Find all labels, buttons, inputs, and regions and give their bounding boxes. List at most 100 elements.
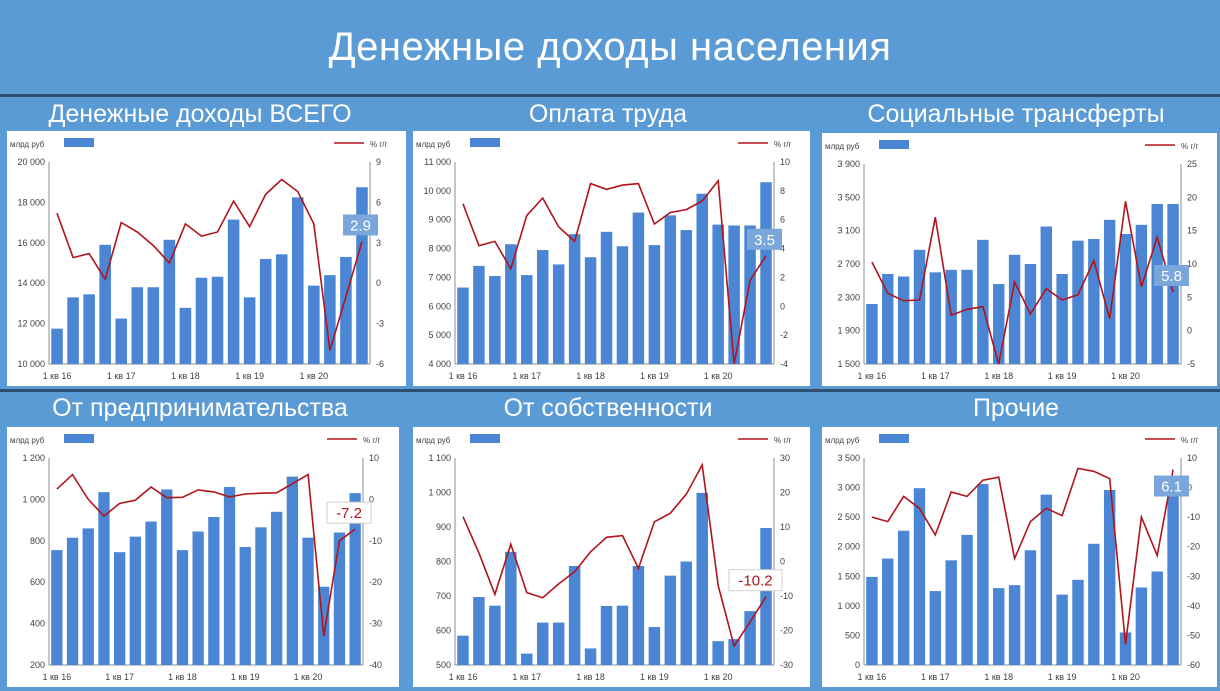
- bar: [113, 552, 126, 665]
- y2-tick-label: 30: [780, 453, 790, 463]
- chart-other-svg: млрд руб % г/г 0 500 1 000 1 500 2 000 2 500 3 0…: [825, 434, 1200, 682]
- bar: [457, 287, 469, 364]
- bar: [866, 576, 878, 665]
- legend-bar-swatch: [470, 434, 500, 443]
- bar: [760, 528, 772, 665]
- yoy-line: [462, 462, 767, 648]
- yoy-line: [871, 467, 1174, 645]
- y2-tick-label: -40: [1187, 601, 1200, 611]
- y2-tick-label: 0: [1187, 483, 1192, 493]
- y2-tick-label: -5: [1187, 359, 1195, 369]
- bar: [961, 269, 973, 364]
- x-tick-label: 1 кв 19: [640, 672, 669, 682]
- y2-tick-label: 10: [369, 453, 379, 463]
- bar: [82, 528, 94, 665]
- bar: [568, 234, 581, 364]
- panel-title-social: Социальные трансферты: [867, 100, 1165, 128]
- legend-line-label: % г/г: [1181, 436, 1198, 445]
- bar: [897, 276, 910, 364]
- x-tick-label: 1 кв 20: [294, 672, 323, 682]
- y-tick-label: 7 000: [428, 272, 451, 282]
- y2-tick-label: -10: [369, 536, 382, 546]
- callout-box: [1154, 265, 1189, 286]
- bar: [600, 231, 613, 364]
- y2-tick-label: -4: [780, 359, 788, 369]
- y-tick-label: 2 700: [837, 259, 860, 269]
- y-tick-label: 1 000: [837, 601, 860, 611]
- chart-wages: млрд руб % г/г 4 000 5 000 6 000 7 000 8 000 9 …: [413, 131, 810, 386]
- bar: [259, 258, 272, 364]
- bar: [505, 551, 517, 665]
- bar: [1024, 550, 1037, 665]
- x-tick-label: 1 кв 19: [1048, 672, 1077, 682]
- chart-social-svg: млрд руб % г/г 1 500 1 900 2 300 2 700 3 100 3 …: [825, 140, 1198, 381]
- y-tick-label: 800: [436, 557, 451, 567]
- legend-line-label: % г/г: [363, 436, 380, 445]
- x-tick-label: 1 кв 17: [512, 371, 541, 381]
- bar: [324, 275, 336, 364]
- y-tick-label: 1 500: [837, 359, 860, 369]
- x-tick-label: 1 кв 17: [921, 371, 950, 381]
- legend-bar-swatch: [64, 138, 94, 147]
- bar: [99, 244, 111, 364]
- x-tick-label: 1 кв 19: [640, 371, 669, 381]
- y-tick-label: 1 000: [428, 488, 451, 498]
- bar: [584, 648, 597, 665]
- y-tick-label: 2 300: [837, 292, 860, 302]
- x-tick-label: 1 кв 18: [576, 672, 605, 682]
- y2-tick-label: -20: [1187, 542, 1200, 552]
- bar: [208, 516, 220, 665]
- bar: [1088, 239, 1100, 364]
- bar: [744, 225, 756, 364]
- bar: [1040, 226, 1052, 364]
- bar: [255, 527, 267, 665]
- legend-line-label: % г/г: [774, 140, 791, 149]
- bar: [211, 276, 224, 364]
- y2-tick-label: -10: [1187, 512, 1200, 522]
- y2-tick-label: 10: [1187, 453, 1197, 463]
- bar: [1056, 274, 1068, 364]
- y2-tick-label: 20: [1187, 192, 1197, 202]
- bar: [552, 622, 565, 665]
- panel-title-other: Прочие: [972, 394, 1060, 422]
- bar: [929, 272, 942, 364]
- legend-bar-label: млрд руб: [10, 140, 45, 149]
- bar: [179, 307, 192, 364]
- y2-tick-label: -3: [376, 319, 384, 329]
- x-tick-label: 1 кв 18: [168, 672, 197, 682]
- y-tick-label: 400: [30, 619, 45, 629]
- y-tick-label: 16 000: [17, 238, 45, 248]
- bar: [147, 287, 160, 364]
- y2-tick-label: -2: [780, 330, 788, 340]
- y2-tick-label: -30: [1187, 571, 1200, 581]
- y2-tick-label: -30: [369, 619, 382, 629]
- chart-total-svg: млрд руб % г/г 10 000 12 000 14 000 16 000 18 …: [10, 138, 387, 381]
- bar: [1008, 254, 1021, 364]
- y2-tick-label: 0: [376, 278, 381, 288]
- x-tick-label: 1 кв 16: [858, 371, 887, 381]
- bar: [521, 275, 533, 364]
- y2-tick-label: 25: [1187, 159, 1197, 169]
- bar: [712, 224, 724, 364]
- y-tick-label: 600: [436, 626, 451, 636]
- bar: [1103, 489, 1116, 665]
- bar: [882, 274, 894, 364]
- chart-property-svg: млрд руб % г/г 500 600 700 800 900 1 000 1 100 -3…: [416, 434, 793, 682]
- bar: [648, 627, 661, 665]
- x-tick-label: 1 кв 19: [235, 371, 264, 381]
- y-tick-label: 200: [30, 660, 45, 670]
- x-tick-label: 1 кв 16: [42, 672, 71, 682]
- bar: [1072, 579, 1084, 665]
- y-tick-label: 6 000: [428, 301, 451, 311]
- bar: [961, 534, 973, 665]
- bar: [993, 588, 1005, 665]
- legend-bar-swatch: [879, 434, 909, 443]
- y-tick-label: 3 500: [837, 192, 860, 202]
- legend-bar-label: млрд руб: [416, 140, 451, 149]
- callout-value: 6.1: [1161, 479, 1182, 496]
- bar: [945, 560, 957, 665]
- page-title: Денежные доходы населения: [328, 24, 892, 69]
- bar: [291, 197, 304, 364]
- bar: [696, 193, 708, 364]
- chart-wages-svg: млрд руб % г/г 4 000 5 000 6 000 7 000 8 000 9 …: [416, 138, 791, 381]
